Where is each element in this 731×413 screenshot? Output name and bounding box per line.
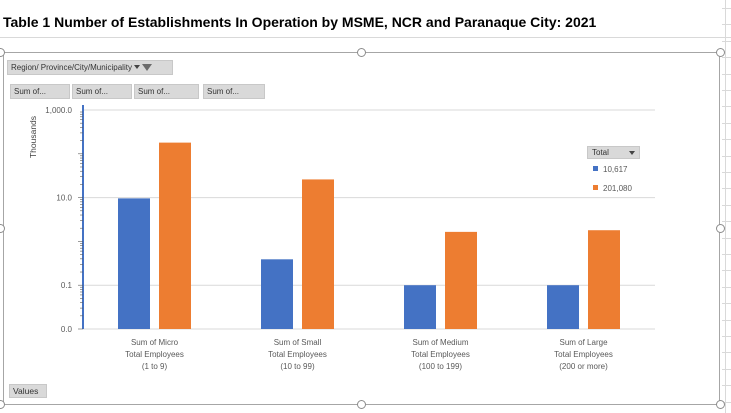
sheet-row-line [722,320,731,321]
value-field-button-2[interactable]: Sum of... [72,84,132,99]
legend-dropdown-icon [629,151,635,155]
resize-handle[interactable] [716,224,725,233]
sheet-row-line [722,369,731,370]
sheet-row-line [722,238,731,239]
legend-item-series-2: 201,080 [593,184,632,193]
resize-handle[interactable] [716,400,725,409]
category-label: Sum of Medium Total Employees (100 to 199) [411,338,470,371]
sheet-row-line [722,254,731,255]
category-label: Sum of Large Total Employees (200 or more) [554,338,613,371]
legend-swatch-blue [593,166,598,171]
resize-handle[interactable] [357,400,366,409]
sheet-column-line [725,0,726,413]
y-axis [78,105,84,330]
bar-series-1-4[interactable] [547,285,579,329]
y-tick-label: 0.0 [61,325,73,334]
resize-handle[interactable] [0,224,5,233]
resize-handle[interactable] [0,48,5,57]
sheet-row-line [722,188,731,189]
sheet-row-line [722,24,731,25]
sheet-row-line [722,106,731,107]
bar-series-2-3[interactable] [445,231,477,329]
sheet-row-line [722,74,731,75]
sheet-row-line [722,41,731,42]
sheet-row-line [722,402,731,403]
sheet-row-line [722,303,731,304]
sheet-row-line [722,8,731,9]
value-field-button-4[interactable]: Sum of... [203,84,265,99]
sheet-row-line [722,172,731,173]
value-field-button-3[interactable]: Sum of... [134,84,199,99]
values-field-button[interactable]: Values [9,384,47,398]
sheet-row-line [722,270,731,271]
category-label: Sum of Micro Total Employees (1 to 9) [125,338,184,371]
sheet-row-line [722,352,731,353]
bar-series-1-3[interactable] [404,285,436,329]
legend-item-series-1: 10,617 [593,165,627,174]
bar-series-2-2[interactable] [302,179,334,329]
y-tick-label: 1,000.0 [45,106,72,115]
y-tick-label: 0.1 [61,281,73,290]
region-filter-button[interactable]: Region/ Province/City/Municipality [7,60,173,75]
sheet-row-line [722,90,731,91]
sheet-row-line [0,37,731,38]
sheet-row-line [722,123,731,124]
legend-total-button[interactable]: Total [587,146,640,159]
resize-handle[interactable] [0,400,5,409]
sheet-row-line [722,57,731,58]
sheet-row-line [722,385,731,386]
region-filter-label: Region/ Province/City/Municipality [11,63,132,72]
category-label: Sum of Small Total Employees (10 to 99) [268,338,327,371]
sheet-row-line [722,139,731,140]
sheet-title: Table 1 Number of Establishments In Oper… [3,14,597,30]
sheet-row-line [722,287,731,288]
y-tick-labels: 0.0 0.1 10.0 1,000.0 [45,106,72,334]
sheet-row-line [722,156,731,157]
y-axis-title: Thousands [28,116,38,158]
bar-series-1-2[interactable] [261,259,293,329]
y-tick-label: 10.0 [56,194,72,203]
bar-series-2-4[interactable] [588,230,620,329]
resize-handle[interactable] [357,48,366,57]
bar-series-2-1[interactable] [159,142,191,329]
legend-label-series-1: 10,617 [603,165,628,174]
sheet-row-line [722,336,731,337]
legend-total-label: Total [592,148,609,157]
sheet-row-line [722,221,731,222]
dropdown-arrow-icon [133,65,140,69]
filter-funnel-icon [141,64,152,71]
sheet-row-line [722,205,731,206]
resize-handle[interactable] [716,48,725,57]
bar-series-1-1[interactable] [118,198,150,329]
legend-swatch-orange [593,185,598,190]
x-category-labels: Sum of Micro Total Employees (1 to 9) Sum o… [125,338,613,371]
bars [118,142,620,329]
legend-label-series-2: 201,080 [603,184,632,193]
value-field-button-1[interactable]: Sum of... [10,84,70,99]
